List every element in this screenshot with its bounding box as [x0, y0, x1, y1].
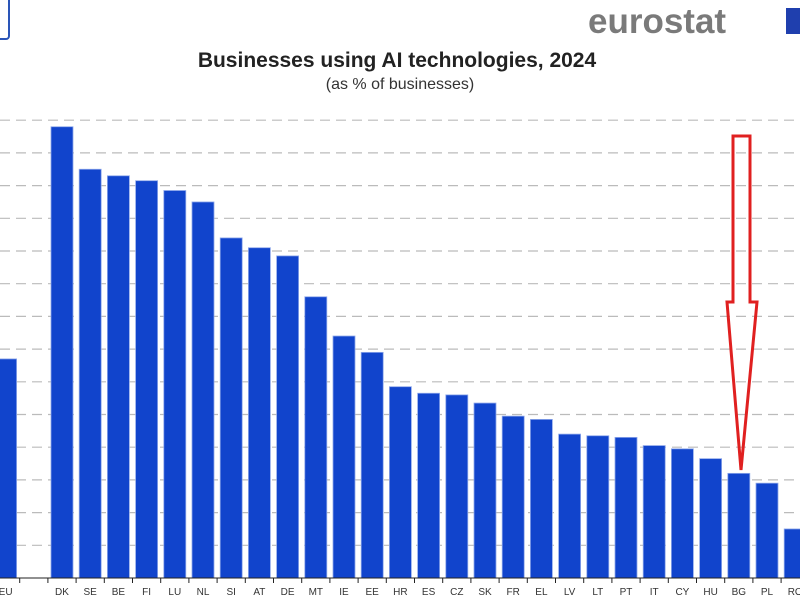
x-tick-label: LU [168, 587, 181, 598]
chart-title: Businesses using AI technologies, 2024 [197, 49, 597, 72]
bar-eu [0, 358, 17, 579]
bars [0, 126, 800, 579]
bar-fr [501, 415, 525, 579]
bar-fi [135, 180, 159, 579]
x-tick-label: AT [253, 587, 265, 598]
x-tick-label: LV [564, 587, 576, 598]
bar-hr [388, 386, 412, 579]
x-tick-label: SK [478, 587, 492, 598]
x-tick-label: HU [703, 587, 717, 598]
eurostat-logo: eurostat [588, 2, 727, 41]
x-tick-label: CY [675, 587, 689, 598]
bar-cy [671, 448, 694, 579]
x-tick-label: NL [197, 587, 210, 598]
x-tick-label: SE [84, 587, 98, 598]
bar-el [530, 419, 553, 579]
bar-si [219, 237, 243, 579]
x-tick-label: PT [620, 587, 633, 598]
x-tick-label: BG [732, 587, 747, 598]
bar-mt [304, 296, 328, 579]
bar-ie [332, 335, 356, 579]
x-tick-label: SI [226, 587, 235, 598]
x-tick-label: EU [0, 587, 13, 598]
bar-de [276, 255, 300, 579]
bar-it [642, 445, 666, 579]
x-tick-label: MT [309, 587, 323, 598]
x-tick-label: DE [281, 587, 295, 598]
bar-ro [783, 528, 800, 579]
x-tick-label: CZ [450, 587, 463, 598]
bar-be [107, 175, 130, 579]
eurostat-logo-mark [786, 8, 800, 34]
bar-bg [727, 472, 751, 579]
bar-lu [163, 190, 187, 579]
x-tick-label: DK [55, 587, 69, 598]
x-axis [0, 577, 800, 583]
x-tick-label: EL [535, 587, 548, 598]
x-tick-label: PL [761, 587, 774, 598]
bar-sk [473, 402, 497, 579]
x-tick-label: EE [366, 587, 380, 598]
bar-lv [558, 433, 581, 579]
x-tick-label: BE [112, 587, 126, 598]
bar-cz [445, 394, 469, 579]
x-tick-label: RO [788, 587, 800, 598]
bar-dk [50, 126, 74, 579]
x-tick-label: LT [592, 587, 603, 598]
bar-es [417, 392, 441, 579]
bar-pt [614, 436, 638, 579]
chart-subtitle: (as % of businesses) [325, 76, 475, 93]
x-tick-label: FR [507, 587, 520, 598]
x-tick-label: IT [650, 587, 659, 598]
bar-lt [586, 435, 610, 579]
bar-at [247, 247, 271, 579]
corner-frame [0, 0, 10, 40]
x-tick-labels: EU DK SE BE FI LU NL SI AT DE MT IE EE HR ES CZ SK FR EL LV… [0, 587, 800, 598]
bar-nl [191, 201, 215, 579]
bar-hu [699, 458, 722, 579]
x-tick-label: ES [422, 587, 436, 598]
x-tick-label: HR [393, 587, 407, 598]
bar-se [78, 168, 102, 579]
x-tick-label: IE [339, 587, 349, 598]
x-tick-label: FI [142, 587, 151, 598]
bar-pl [755, 482, 779, 579]
annotation-arrow [725, 134, 759, 471]
bar-ee [360, 351, 384, 579]
red-arrow [725, 134, 759, 471]
